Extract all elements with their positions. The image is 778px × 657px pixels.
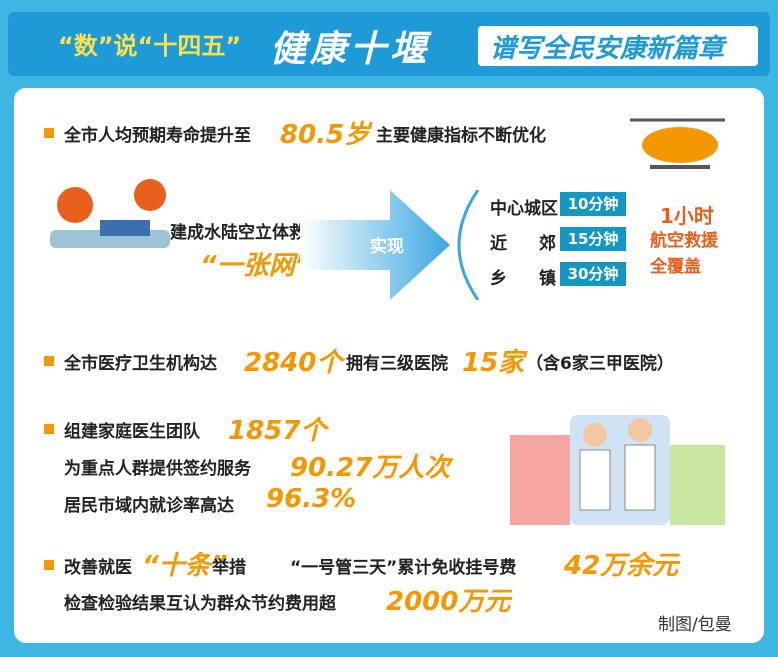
arrow-label: 实现 [370,232,404,257]
text: 组建家庭医生团队 [64,417,200,442]
helicopter [620,100,730,190]
text: 检查检验结果互认为群众节约费用超 [64,589,336,614]
bullet [44,356,54,366]
text: 为重点人群提供签约服务 [64,454,251,479]
bullet [44,424,54,434]
highlight: 80.5岁 [280,114,370,151]
infographic: “数”说“十四五” 健康十堰 谱写全民安康新篇章 全市人均预期寿命提升至 80.… [0,0,778,657]
time-box: 10分钟 [560,192,626,216]
highlight: 2840个 [244,342,342,379]
text: 居民市域内就诊率高达 [64,491,234,516]
highlight: 1857个 [228,410,326,447]
text: 改善就医 [64,553,132,578]
bullet [44,560,54,570]
air-rescue: 1小时 [660,200,714,229]
header-subtitle: 谱写全民安康新篇章 [490,28,724,65]
area-label: 中心城区 [490,194,556,219]
highlight: 15家 [462,342,524,379]
text: 举措 [212,553,246,578]
text: 主要健康指标不断优化 [376,121,546,146]
highlight: 42万余元 [564,545,678,582]
highlight: 90.27万人次 [290,447,450,484]
text: （含6家三甲医院） [526,349,674,374]
credit: 制图/包曼 [658,610,732,635]
rescue-illustration [40,170,180,290]
time-box: 15分钟 [560,227,626,251]
rescue-highlight: “一张网” [200,245,312,282]
area-label: 近 郊 [490,229,556,254]
air-rescue: 航空救援 [650,226,718,251]
text: “一号管三天”累计免收挂号费 [290,553,516,578]
text: 拥有三级医院 [346,349,448,374]
area-label: 乡 镇 [490,264,556,289]
header-title: 健康十堰 [270,20,430,72]
highlight: 96.3% [266,484,356,514]
header-tag: “数”说“十四五” [58,26,241,61]
bullet [44,128,54,138]
air-rescue: 全覆盖 [650,252,701,277]
doctor-illustration [500,395,740,535]
highlight: 2000万元 [386,581,510,618]
text: 全市人均预期寿命提升至 [64,121,251,146]
time-box: 30分钟 [560,262,626,286]
text: 全市医疗卫生机构达 [64,349,217,374]
